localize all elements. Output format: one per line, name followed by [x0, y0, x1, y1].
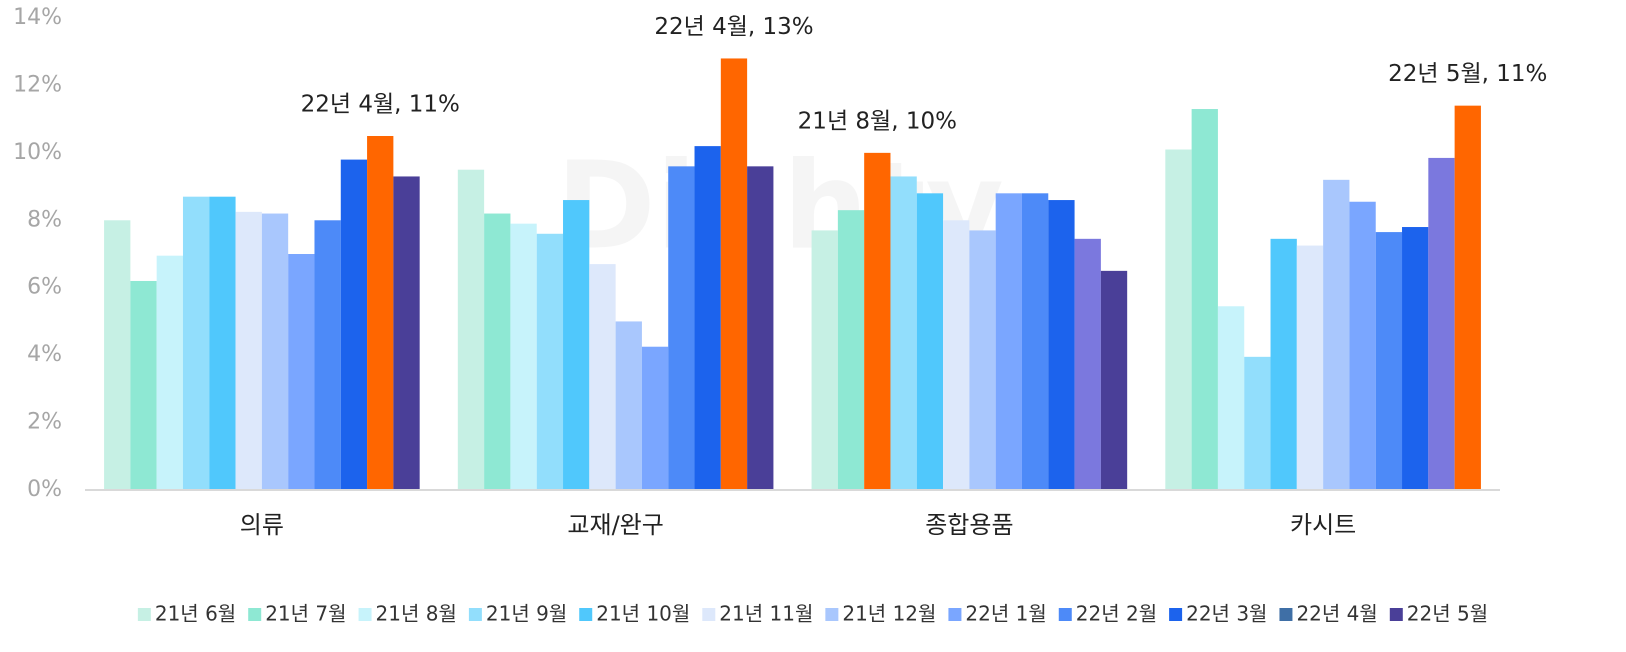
x-tick-label: 종합용품 — [925, 511, 1013, 539]
legend-swatch — [1058, 608, 1072, 621]
legend-label: 22년 3월 — [1186, 602, 1267, 626]
bar — [811, 230, 838, 490]
bar — [1217, 306, 1245, 490]
annotation: 21년 8월, 10% — [798, 108, 957, 134]
bar — [1074, 238, 1101, 490]
bar — [1402, 227, 1429, 490]
legend-swatch — [468, 608, 482, 621]
bar — [393, 176, 420, 490]
bar — [995, 193, 1022, 491]
bar — [1349, 201, 1376, 490]
bar — [1270, 238, 1297, 490]
legend-label: 22년 5월 — [1407, 602, 1488, 626]
legend-label: 21년 11월 — [719, 602, 813, 626]
bar — [916, 193, 944, 491]
legend-swatch — [1389, 608, 1403, 621]
bar — [367, 136, 394, 490]
bar — [1323, 179, 1350, 491]
bar — [694, 146, 721, 490]
bar — [969, 230, 996, 490]
bar — [1454, 105, 1481, 491]
bar — [589, 264, 616, 490]
bar — [1428, 157, 1455, 490]
legend-label: 21년 7월 — [265, 602, 346, 626]
bar — [104, 220, 131, 491]
legend-label: 21년 9월 — [486, 602, 567, 626]
y-tick-label: 4% — [27, 342, 62, 367]
bar — [288, 254, 315, 490]
annotation: 22년 5월, 11% — [1388, 61, 1547, 87]
annotation: 22년 4월, 11% — [301, 92, 460, 118]
bar — [457, 169, 485, 490]
bar — [615, 321, 642, 490]
legend-swatch — [825, 608, 839, 621]
bar — [340, 159, 368, 490]
y-tick-label: 8% — [27, 207, 62, 232]
legend-label: 21년 8월 — [376, 602, 457, 626]
legend-label: 21년 12월 — [842, 602, 936, 626]
bar — [1191, 109, 1218, 491]
legend-label: 21년 10월 — [596, 602, 690, 626]
legend-swatch — [702, 608, 716, 621]
x-tick-label: 의류 — [240, 511, 284, 539]
bar — [1048, 200, 1075, 491]
annotation: 22년 4월, 13% — [654, 14, 813, 40]
y-tick-label: 2% — [27, 410, 62, 435]
bar — [563, 200, 590, 491]
bar — [536, 233, 564, 490]
legend-swatch — [1169, 608, 1183, 621]
legend-label: 21년 6월 — [155, 602, 236, 626]
bar — [484, 213, 511, 491]
bar — [1021, 193, 1049, 491]
bar — [235, 211, 262, 490]
x-tick-label: 카시트 — [1290, 511, 1356, 539]
bar — [510, 223, 537, 490]
bar — [1100, 270, 1128, 490]
legend-swatch — [579, 608, 593, 621]
bar — [1165, 149, 1192, 490]
bar — [1296, 245, 1324, 490]
bar — [314, 220, 341, 491]
legend: 21년 6월 21년 7월 21년 8월 21년 9월 21년 10월 21년 11월 21… — [137, 602, 1488, 626]
bar — [1375, 232, 1403, 491]
bar — [890, 176, 917, 490]
y-tick-label: 0% — [27, 477, 62, 502]
y-tick-label: 12% — [13, 72, 62, 97]
legend-swatch — [948, 608, 962, 621]
legend-swatch — [248, 608, 262, 621]
bar — [641, 346, 669, 490]
bar — [747, 166, 774, 491]
bar — [1244, 356, 1271, 490]
bar — [943, 220, 970, 491]
bar — [261, 213, 289, 491]
bar — [864, 152, 891, 490]
legend-swatch — [358, 608, 372, 621]
legend-swatch — [137, 608, 151, 621]
bar — [720, 58, 748, 490]
bar — [209, 196, 236, 490]
legend-label: 22년 4월 — [1296, 602, 1377, 626]
bar — [182, 196, 210, 490]
legend-swatch — [1279, 608, 1293, 621]
y-tick-label: 6% — [27, 275, 62, 300]
bar — [156, 255, 183, 490]
y-tick-label: 10% — [13, 140, 62, 165]
bar — [837, 210, 865, 490]
y-tick-label: 14% — [13, 5, 62, 30]
bar — [668, 166, 695, 491]
x-tick-label: 교재/완구 — [567, 511, 663, 539]
legend-label: 22년 1월 — [965, 602, 1046, 626]
bar — [130, 280, 157, 490]
legend-label: 22년 2월 — [1076, 602, 1157, 626]
